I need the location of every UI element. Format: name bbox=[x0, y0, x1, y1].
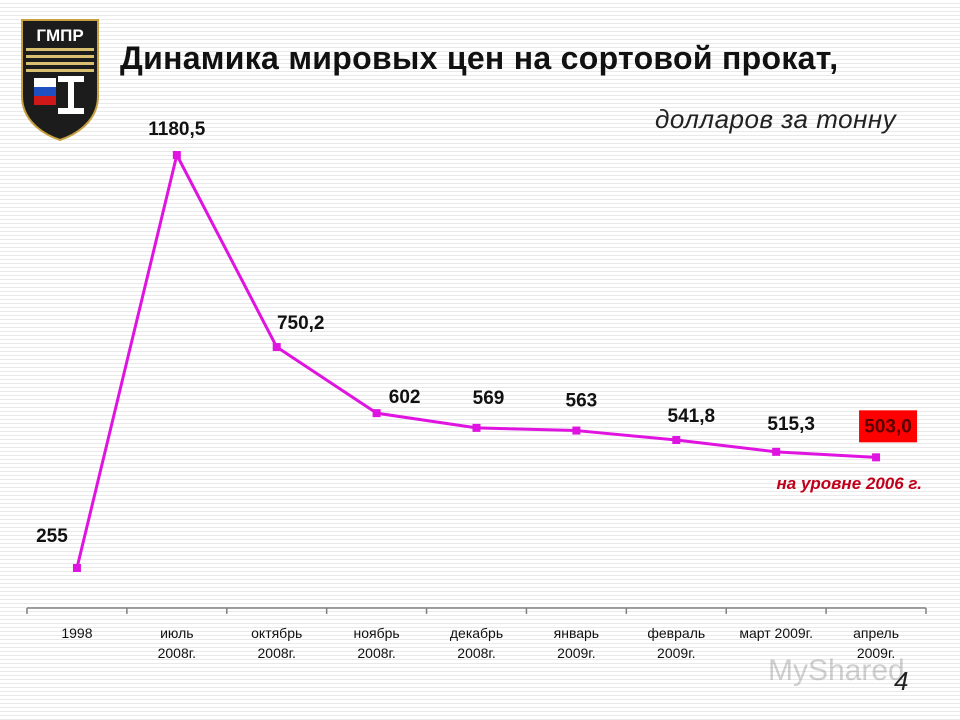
watermark: MyShared bbox=[768, 654, 905, 687]
data-labels: 255 1180,5 750,2 602 569 563 541,8 515,3 503,0 на… bbox=[36, 119, 922, 547]
series-line bbox=[75, 153, 877, 569]
x-tick-label: октябрь 2008г. bbox=[251, 625, 302, 661]
x-tick-label: январь 2009г. bbox=[554, 625, 599, 661]
x-tick-label: февраль 2009г. bbox=[647, 625, 705, 661]
x-tick-label: 1998 bbox=[61, 625, 92, 641]
x-tick-label: март 2009г. bbox=[739, 625, 813, 641]
x-axis: 1998 июль 2008г. октябрь 2008г. ноябрь 2008г. д… bbox=[26, 607, 927, 661]
page-number: 4 bbox=[894, 666, 909, 696]
x-tick-label: декабрь 2008г. bbox=[450, 625, 503, 661]
chart-subtitle: долларов за тонну bbox=[655, 104, 897, 134]
data-label: 602 bbox=[389, 387, 421, 408]
annotation-text: на уровне 2006 г. bbox=[777, 474, 923, 493]
data-point bbox=[372, 409, 381, 418]
x-tick-label: апрель 2009г. bbox=[853, 625, 899, 661]
data-label: 515,3 bbox=[767, 414, 815, 435]
logo-text: ГМПР bbox=[36, 26, 83, 45]
data-point bbox=[172, 151, 181, 159]
data-label: 541,8 bbox=[668, 406, 716, 427]
data-label: 563 bbox=[566, 391, 598, 412]
data-point bbox=[272, 343, 281, 352]
highlight-box bbox=[859, 410, 918, 443]
chart-title: Динамика мировых цен на сортовой прокат, bbox=[120, 40, 839, 76]
data-point bbox=[72, 564, 81, 572]
data-label: 255 bbox=[36, 526, 68, 547]
data-point bbox=[472, 423, 481, 432]
data-point bbox=[672, 436, 681, 445]
data-label: 503,0 bbox=[864, 416, 912, 437]
data-label: 750,2 bbox=[277, 313, 325, 334]
data-label: 1180,5 bbox=[148, 119, 205, 140]
data-label: 569 bbox=[473, 388, 505, 409]
x-tick-label: ноябрь 2008г. bbox=[354, 625, 400, 661]
price-series bbox=[72, 151, 881, 572]
data-point bbox=[572, 426, 581, 435]
x-tick-label: июль 2008г. bbox=[158, 625, 196, 661]
union-logo: ГМПР bbox=[20, 18, 100, 142]
data-point bbox=[772, 447, 781, 456]
data-point bbox=[872, 453, 881, 462]
